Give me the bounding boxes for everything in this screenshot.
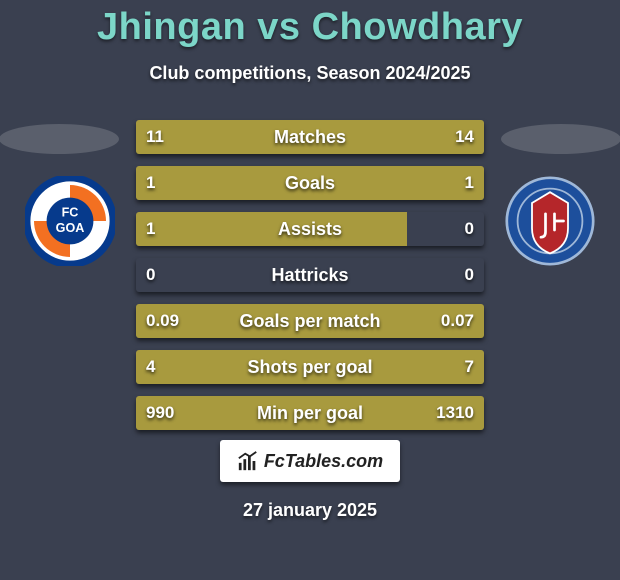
stat-value-right: 0 bbox=[455, 212, 484, 246]
bar-left bbox=[136, 396, 286, 430]
player-b-name: Chowdhary bbox=[312, 6, 523, 48]
bar-left bbox=[136, 166, 310, 200]
brand-box: FcTables.com bbox=[220, 440, 400, 482]
stat-row: Min per goal9901310 bbox=[136, 396, 484, 430]
stat-row: Goals11 bbox=[136, 166, 484, 200]
decorative-ellipse-left bbox=[0, 124, 119, 154]
date-label: 27 january 2025 bbox=[0, 500, 620, 521]
stat-label: Hattricks bbox=[136, 258, 484, 292]
bar-left bbox=[136, 350, 261, 384]
bar-right bbox=[310, 166, 484, 200]
club-badge-right bbox=[505, 176, 595, 266]
bar-left bbox=[136, 120, 289, 154]
svg-text:GOA: GOA bbox=[56, 221, 85, 235]
brand-label: FcTables.com bbox=[264, 451, 383, 472]
subtitle: Club competitions, Season 2024/2025 bbox=[0, 63, 620, 84]
stat-row: Matches1114 bbox=[136, 120, 484, 154]
decorative-ellipse-right bbox=[501, 124, 620, 154]
bar-right bbox=[331, 304, 484, 338]
page-title: Jhingan vs Chowdhary bbox=[0, 0, 620, 49]
jamshedpur-fc-icon bbox=[505, 176, 595, 266]
bar-left bbox=[136, 212, 407, 246]
chart-icon bbox=[237, 450, 259, 472]
stat-row: Hattricks0 0 bbox=[136, 258, 484, 292]
bar-right bbox=[261, 350, 484, 384]
stat-value-right: 0 bbox=[455, 258, 484, 292]
stat-value-left: 0 bbox=[136, 258, 165, 292]
vs-separator: vs bbox=[257, 6, 300, 48]
bar-right bbox=[289, 120, 484, 154]
bar-right bbox=[286, 396, 484, 430]
stats-container: Matches1114Goals11Assists10Hattricks00Go… bbox=[136, 120, 484, 442]
stat-row: Shots per goal47 bbox=[136, 350, 484, 384]
player-a-name: Jhingan bbox=[97, 6, 246, 48]
stat-row: Goals per match0.090.07 bbox=[136, 304, 484, 338]
club-badge-left: FC GOA bbox=[25, 176, 115, 266]
svg-text:FC: FC bbox=[62, 206, 79, 220]
fc-goa-icon: FC GOA bbox=[25, 176, 115, 266]
bar-left bbox=[136, 304, 331, 338]
stat-row: Assists10 bbox=[136, 212, 484, 246]
